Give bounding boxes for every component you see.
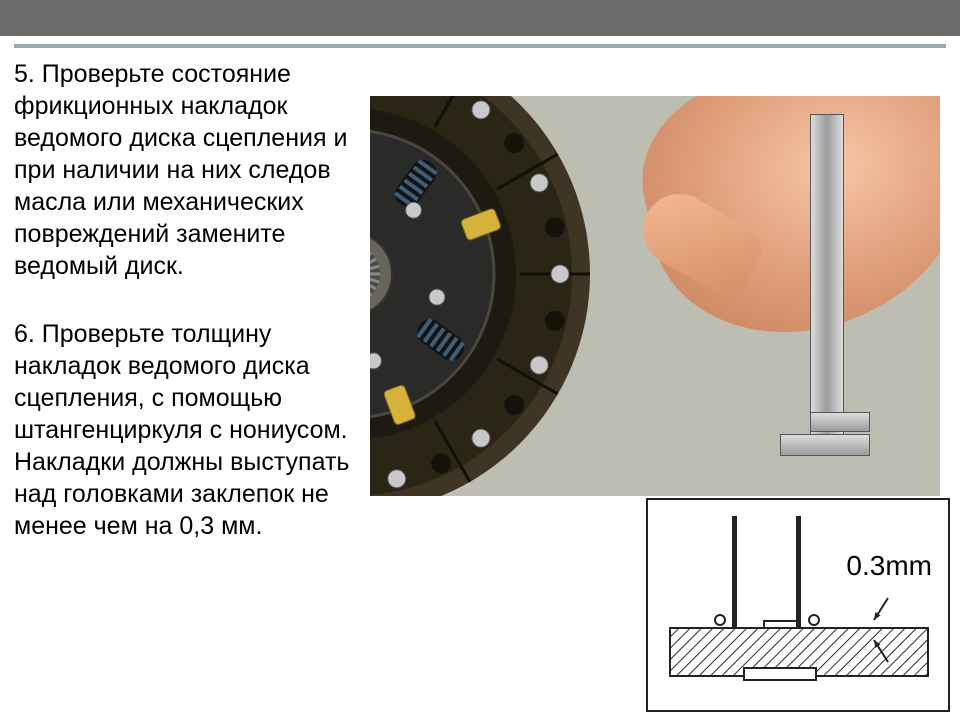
slide-divider-rule <box>14 44 946 48</box>
paragraph-6-text: 6. Проверьте толщину накладок ведомого д… <box>14 318 362 542</box>
caliper-inner-jaw <box>810 412 870 432</box>
clutch-disc-illustration <box>370 96 610 496</box>
caliper-outer-jaw <box>780 434 870 456</box>
paragraph-5: 5. Проверьте состояние фрикционных накла… <box>14 58 362 282</box>
caliper-body <box>810 114 844 454</box>
diagram-label: 0.3mm <box>846 550 932 582</box>
thickness-diagram: 0.3mm <box>646 498 950 712</box>
slide-top-bar <box>0 0 960 36</box>
paragraph-5-text: 5. Проверьте состояние фрикционных накла… <box>14 58 362 282</box>
thickness-diagram-svg <box>648 500 948 710</box>
clutch-measurement-photo <box>370 96 940 496</box>
paragraph-6: 6. Проверьте толщину накладок ведомого д… <box>14 318 362 542</box>
